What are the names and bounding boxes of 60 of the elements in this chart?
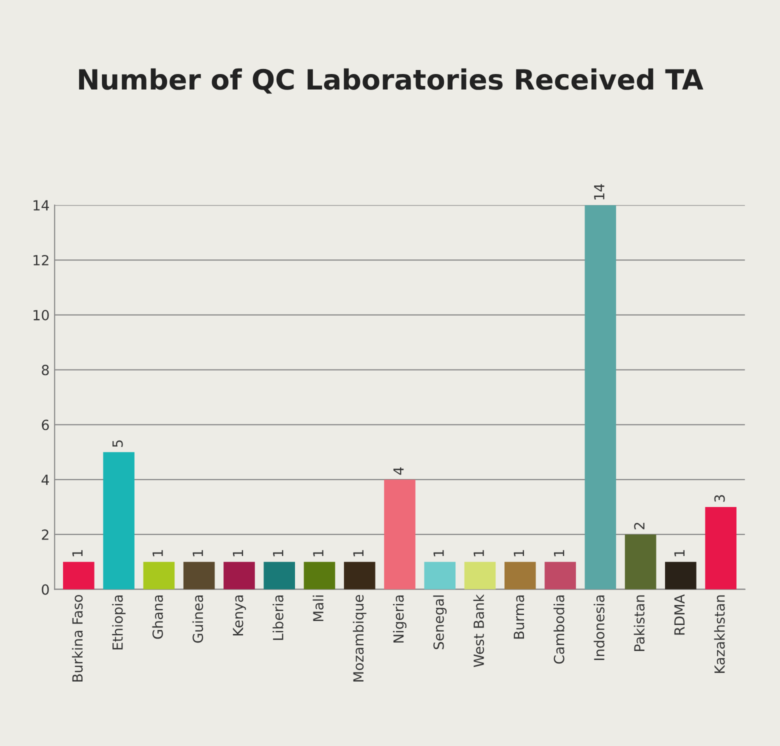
x-tick-label: Guinea [192, 595, 204, 643]
x-tick-label: Mali [312, 596, 324, 622]
x-tick-label: Cambodia [554, 595, 564, 664]
data-label: 1 [232, 550, 244, 556]
x-tick-label: Indonesia [594, 595, 604, 660]
x-tick-label: Ethiopia [112, 595, 126, 650]
y-tick-label: 4 [42, 474, 49, 485]
bar [304, 562, 336, 590]
bar [103, 452, 134, 590]
bar [63, 562, 94, 590]
y-tick-label: 14 [34, 200, 49, 210]
bar [224, 562, 255, 590]
bar [424, 562, 456, 590]
bar [264, 562, 295, 590]
data-label: 1 [273, 550, 284, 556]
bar [344, 562, 376, 590]
data-label: 1 [554, 550, 564, 556]
data-label: 1 [474, 550, 484, 556]
data-label: 14 [594, 184, 604, 200]
chart-title: Number of QC Laboratories Received TA [79, 68, 704, 94]
x-tick-label: Burma [514, 595, 524, 639]
data-label: 5 [112, 440, 123, 447]
data-label: 3 [714, 495, 725, 502]
y-tick-label: 6 [42, 420, 49, 430]
data-label: 1 [353, 550, 364, 556]
data-label: 4 [393, 467, 404, 475]
y-tick-label: 12 [34, 255, 48, 266]
data-label: 2 [634, 522, 644, 530]
x-tick-label: Pakistan [634, 595, 645, 651]
bar [384, 480, 416, 590]
x-tick-label: Senegal [433, 596, 447, 650]
bar [624, 534, 656, 590]
bar [665, 562, 696, 590]
bar [143, 562, 175, 590]
bar [584, 205, 616, 590]
bar [183, 562, 215, 590]
x-tick-label: Ghana [152, 595, 163, 639]
x-tick-label: Mozambique [352, 594, 366, 682]
y-tick-label: 2 [42, 529, 48, 540]
data-label: 1 [434, 550, 444, 556]
data-label: 1 [72, 550, 83, 556]
x-tick-label: Kazakhstan [714, 595, 725, 673]
data-label: 1 [514, 550, 524, 556]
bar [544, 562, 576, 590]
y-tick-label: 10 [34, 310, 49, 320]
x-tick-label: West Bank [473, 594, 484, 668]
data-label: 1 [674, 550, 685, 556]
y-tick-label: 8 [42, 364, 49, 376]
bar [705, 507, 736, 590]
data-label: 1 [192, 550, 203, 556]
x-tick-label: RDMA [674, 594, 685, 635]
x-tick-label: Kenya [232, 595, 246, 636]
bar [504, 562, 536, 590]
x-tick-label: Nigeria [393, 595, 406, 643]
data-label: 1 [152, 550, 163, 556]
x-tick-label: Burkina Faso [72, 594, 83, 682]
data-label: 1 [313, 550, 324, 556]
y-tick-label: 0 [42, 584, 49, 595]
x-tick-label: Liberia [272, 595, 284, 640]
bar [464, 562, 496, 590]
